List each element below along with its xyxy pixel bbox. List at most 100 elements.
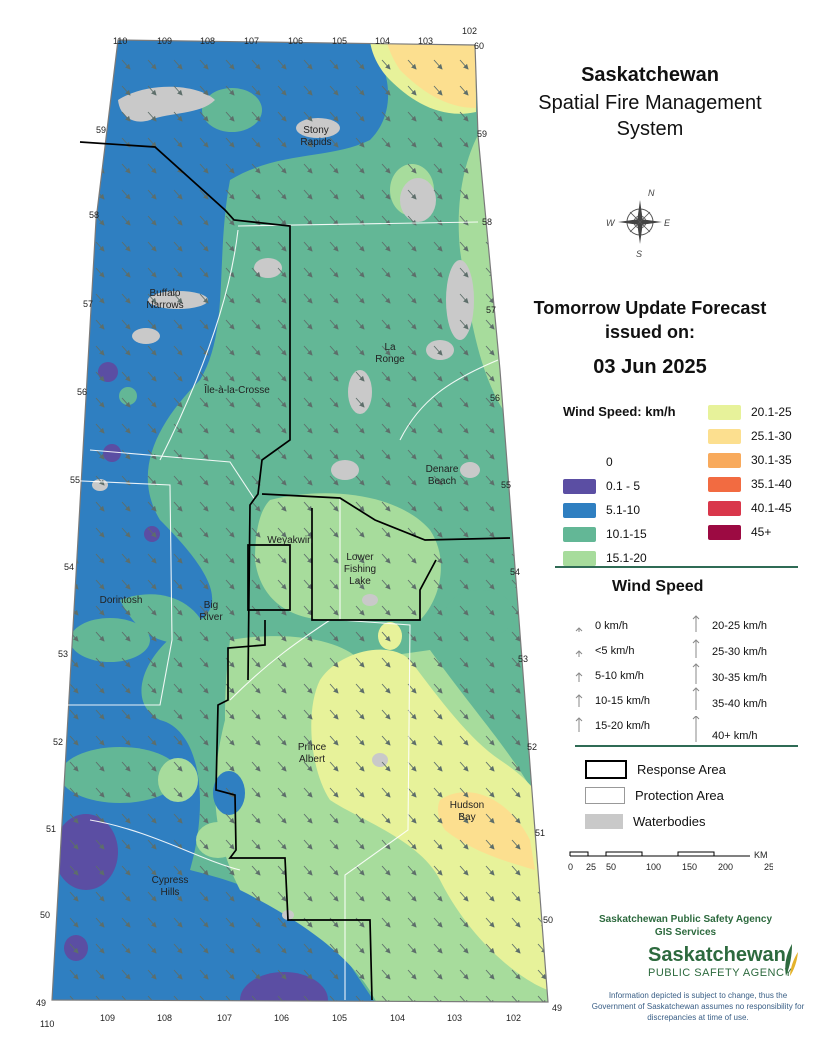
wind-arrow (147, 85, 157, 96)
agency-logo-subtext: PUBLIC SAFETY AGENCY (648, 967, 793, 979)
scale-tick-label: 250 (764, 862, 773, 872)
wind-arrow (485, 85, 495, 96)
wind-arrow (407, 865, 417, 876)
latitude-label-right: 56 (490, 393, 500, 403)
wind-arrow (303, 787, 313, 798)
wind-arrow (459, 111, 469, 122)
wind-arrow (407, 943, 417, 954)
wind-arrow (95, 969, 105, 980)
wind-arrow (277, 787, 287, 798)
wind-arrow (121, 241, 131, 252)
map-label-ile-a-la-crosse: Île-à-la-Crosse (203, 383, 270, 396)
wind-arrow (277, 293, 287, 304)
wind-arrow (69, 319, 79, 330)
wind-arrow (121, 501, 131, 512)
wind-arrow (121, 371, 131, 382)
wind-arrow (225, 943, 235, 954)
wind-arrow (537, 735, 547, 746)
wind-arrow (69, 527, 79, 538)
wind-arrow (355, 449, 365, 460)
wind-arrow (485, 787, 495, 798)
wind-arrow (303, 241, 313, 252)
wind-arrow (199, 397, 209, 408)
map-label-big-river: Big River (199, 600, 223, 623)
class-label: 35.1-40 (751, 477, 792, 491)
wind-arrow (485, 579, 495, 590)
wind-arrow (355, 475, 365, 486)
wind-arrow (147, 371, 157, 382)
wind-arrow (251, 891, 261, 902)
wind-arrow (381, 267, 391, 278)
wind-arrow (433, 891, 443, 902)
color-swatch (563, 478, 596, 494)
wind-arrow (147, 787, 157, 798)
map-label-stony-rapids: Stony Rapids (300, 125, 331, 148)
wind-arrow (407, 631, 417, 642)
wind-arrow (303, 865, 313, 876)
wind-arrow (121, 163, 131, 174)
wind-arrow (95, 345, 105, 356)
wind-arrow (251, 657, 261, 668)
wind-arrow (173, 657, 183, 668)
wind-arrow (355, 813, 365, 824)
wind-arrow (485, 319, 495, 330)
wind-arrow (381, 761, 391, 772)
wind-arrow (69, 137, 79, 148)
wind-arrow (277, 501, 287, 512)
wind-arrow (251, 85, 261, 96)
wind-arrow (69, 345, 79, 356)
wind-arrow (251, 423, 261, 434)
arrow-class-label: 40+ km/h (712, 730, 758, 742)
wind-arrow (433, 605, 443, 616)
wind-arrow (225, 111, 235, 122)
arrow-up-icon (575, 717, 583, 732)
wind-arrow (329, 85, 339, 96)
wind-arrow (121, 605, 131, 616)
wind-arrow (433, 267, 443, 278)
wind-arrow (355, 423, 365, 434)
wind-arrow (459, 605, 469, 616)
wind-arrow (173, 397, 183, 408)
scale-tick-label: 200 (718, 862, 733, 872)
wind-arrow (511, 709, 521, 720)
wind-arrow (433, 111, 443, 122)
wind-speed-class: 30.1-35 (708, 451, 792, 469)
wind-arrow (251, 189, 261, 200)
wind-arrow (329, 215, 339, 226)
wind-arrow (225, 293, 235, 304)
latitude-label-left: 59 (96, 125, 106, 135)
wind-arrow (251, 137, 261, 148)
wind-arrow (329, 709, 339, 720)
wind-arrow (147, 865, 157, 876)
wind-arrow (121, 189, 131, 200)
wind-arrow (173, 917, 183, 928)
wind-arrow (329, 163, 339, 174)
wind-arrow (225, 371, 235, 382)
wind-arrow (381, 111, 391, 122)
wind-arrow (95, 943, 105, 954)
wind-arrow (407, 501, 417, 512)
wind-arrow (433, 137, 443, 148)
wind-arrow (69, 709, 79, 720)
wind-arrow (225, 189, 235, 200)
wind-arrow (277, 527, 287, 538)
wind-arrow (329, 579, 339, 590)
wind-arrow (173, 319, 183, 330)
wind-arrow (199, 371, 209, 382)
wind-arrow (147, 917, 157, 928)
wind-arrow (511, 215, 521, 226)
wind-arrow (329, 839, 339, 850)
wind-arrow (511, 943, 521, 954)
map-label-buffalo-narrows: Buffalo Narrows (146, 288, 183, 311)
wind-arrow (277, 371, 287, 382)
wind-arrow (251, 865, 261, 876)
wind-arrow (95, 267, 105, 278)
wind-arrow (173, 865, 183, 876)
legend-divider-1 (555, 566, 798, 568)
longitude-label-bottom: 104 (390, 1013, 405, 1023)
wind-speed-legend-title: Wind Speed: km/h (563, 404, 676, 419)
longitude-label-bottom: 110 (40, 1019, 54, 1029)
wind-arrow (277, 631, 287, 642)
wind-arrow (407, 137, 417, 148)
wind-arrow (173, 267, 183, 278)
